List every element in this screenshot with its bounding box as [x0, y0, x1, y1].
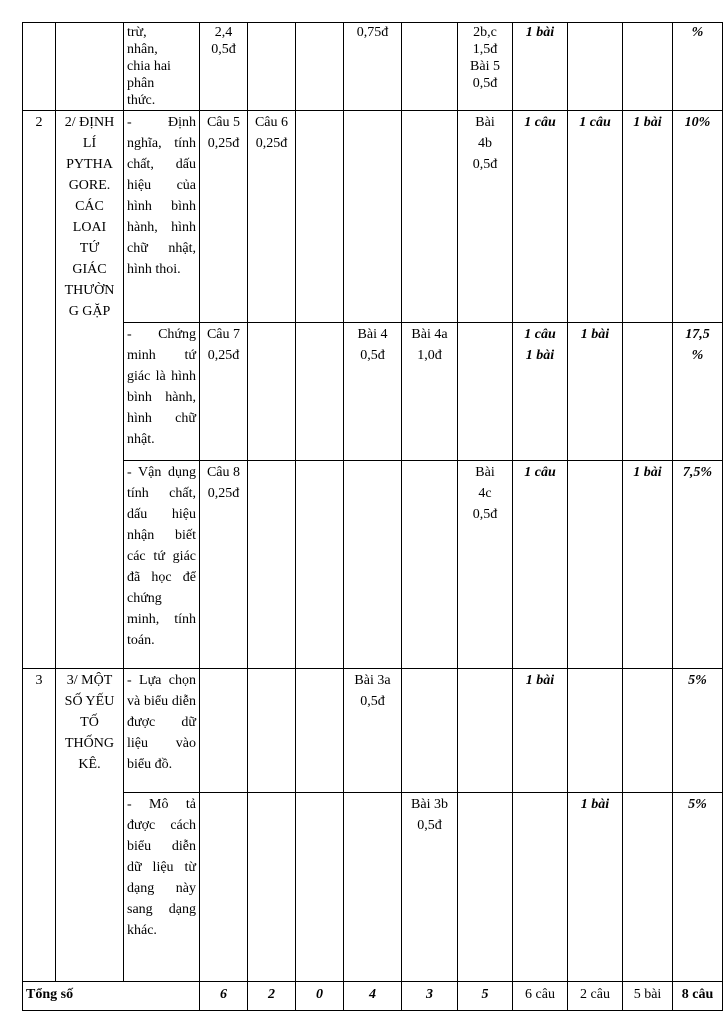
- exam-matrix-table: trừ, nhân, chia hai phân thức. 2,4 0,5đ …: [22, 22, 723, 1011]
- cell-empty: [401, 22, 458, 111]
- cell-score: Bài 3a 0,5đ: [343, 668, 402, 793]
- cell-empty: [343, 460, 402, 669]
- cell-content-desc: - Chứng minh tứ giác là hình bình hành, …: [123, 322, 200, 461]
- cell-summary: 1 bài: [567, 322, 623, 461]
- cell-total-count: 5: [457, 981, 513, 1011]
- cell-score: Câu 6 0,25đ: [247, 110, 296, 323]
- cell-empty: [199, 792, 248, 982]
- cell-empty: [401, 460, 458, 669]
- row-total: Tổng số 6 2 0 4 3 5 6 câu 2 câu 5 bài 8 …: [22, 981, 723, 1011]
- cell-total-count: 2 câu: [567, 981, 623, 1011]
- cell-percent: 5%: [672, 668, 723, 793]
- cell-total-count: 0: [295, 981, 344, 1011]
- cell-empty: [55, 22, 124, 111]
- cell-empty: [295, 460, 344, 669]
- cell-score: Câu 8 0,25đ: [199, 460, 248, 669]
- cell-total-count: 5 bài: [622, 981, 673, 1011]
- row-topic2-sub1: 2 2/ ĐỊNH LÍ PYTHA GORE. CÁC LOAI TỨ GIÁ…: [22, 110, 723, 669]
- cell-percent: 7,5%: [672, 460, 723, 669]
- cell-content-desc: trừ, nhân, chia hai phân thức.: [123, 22, 200, 111]
- cell-content-desc: - Lựa chọn và biểu diễn được dữ liệu vào…: [123, 668, 200, 793]
- cell-empty: [295, 110, 344, 323]
- cell-empty: [567, 668, 623, 793]
- cell-percent: 10%: [672, 110, 723, 323]
- cell-total-count: 6 câu: [512, 981, 568, 1011]
- cell-summary: 1 câu: [567, 110, 623, 323]
- cell-score: Bài 4c 0,5đ: [457, 460, 513, 669]
- cell-total-count: 4: [343, 981, 402, 1011]
- cell-empty: [622, 668, 673, 793]
- cell-content-desc: - Định nghĩa, tính chất, dấu hiệu của hì…: [123, 110, 200, 323]
- cell-empty: [295, 668, 344, 793]
- cell-score: Câu 7 0,25đ: [199, 322, 248, 461]
- cell-empty: [343, 110, 402, 323]
- cell-score: 0,75đ: [343, 22, 402, 111]
- cell-score: Bài 4b 0,5đ: [457, 110, 513, 323]
- cell-empty: [295, 792, 344, 982]
- cell-empty: [401, 110, 458, 323]
- cell-score: Bài 4a 1,0đ: [401, 322, 458, 461]
- cell-summary: 1 bài: [512, 668, 568, 793]
- cell-empty: [567, 22, 623, 111]
- cell-empty: [247, 460, 296, 669]
- cell-empty: [247, 792, 296, 982]
- cell-topic-number: 2: [22, 110, 56, 669]
- cell-topic-title: 2/ ĐỊNH LÍ PYTHA GORE. CÁC LOAI TỨ GIÁC …: [55, 110, 124, 669]
- cell-total-count: 8 câu: [672, 981, 723, 1011]
- cell-content-desc: - Vận dụng tính chất, dấu hiệu nhận biết…: [123, 460, 200, 669]
- cell-total-count: 3: [401, 981, 458, 1011]
- cell-empty: [457, 322, 513, 461]
- cell-empty: [622, 322, 673, 461]
- cell-content-desc: - Mô tả được cách biểu diễn dữ liệu từ d…: [123, 792, 200, 982]
- cell-empty: [295, 322, 344, 461]
- cell-total-count: 2: [247, 981, 296, 1011]
- cell-score: 2b,c 1,5đ Bài 5 0,5đ: [457, 22, 513, 111]
- cell-percent: 17,5 %: [672, 322, 723, 461]
- cell-percent: %: [672, 22, 723, 111]
- cell-empty: [567, 460, 623, 669]
- cell-percent: 5%: [672, 792, 723, 982]
- cell-empty: [295, 22, 344, 111]
- cell-empty: [199, 668, 248, 793]
- row-topic3-sub2: - Mô tả được cách biểu diễn dữ liệu từ d…: [23, 792, 723, 982]
- cell-empty: [622, 22, 673, 111]
- row-topic2-sub2: - Chứng minh tứ giác là hình bình hành, …: [23, 322, 723, 461]
- cell-empty: [247, 668, 296, 793]
- cell-empty: [401, 668, 458, 793]
- cell-empty: [247, 22, 296, 111]
- cell-summary: 1 bài: [567, 792, 623, 982]
- cell-total-label: Tổng số: [22, 981, 200, 1011]
- cell-empty: [247, 322, 296, 461]
- cell-empty: [22, 22, 56, 111]
- cell-score: Bài 4 0,5đ: [343, 322, 402, 461]
- cell-topic-title: 3/ MỘT SỐ YẾU TỐ THỐNG KÊ.: [55, 668, 124, 982]
- cell-score: Câu 5 0,25đ: [199, 110, 248, 323]
- cell-empty: [457, 668, 513, 793]
- cell-summary: 1 câu 1 bài: [512, 322, 568, 461]
- row-spillover: trừ, nhân, chia hai phân thức. 2,4 0,5đ …: [22, 22, 723, 111]
- cell-summary: 1 câu: [512, 110, 568, 323]
- row-topic2-sub3: - Vận dụng tính chất, dấu hiệu nhận biết…: [23, 460, 723, 669]
- cell-topic-number: 3: [22, 668, 56, 982]
- cell-summary: 1 bài: [622, 110, 673, 323]
- cell-empty: [343, 792, 402, 982]
- cell-score: Bài 3b 0,5đ: [401, 792, 458, 982]
- cell-score: 2,4 0,5đ: [199, 22, 248, 111]
- cell-total-count: 6: [199, 981, 248, 1011]
- row-topic3-sub1: 3 3/ MỘT SỐ YẾU TỐ THỐNG KÊ. - Lựa chọn …: [22, 668, 723, 982]
- cell-summary: 1 bài: [512, 22, 568, 111]
- cell-summary: 1 bài: [622, 460, 673, 669]
- cell-empty: [457, 792, 513, 982]
- cell-empty: [512, 792, 568, 982]
- cell-empty: [622, 792, 673, 982]
- cell-summary: 1 câu: [512, 460, 568, 669]
